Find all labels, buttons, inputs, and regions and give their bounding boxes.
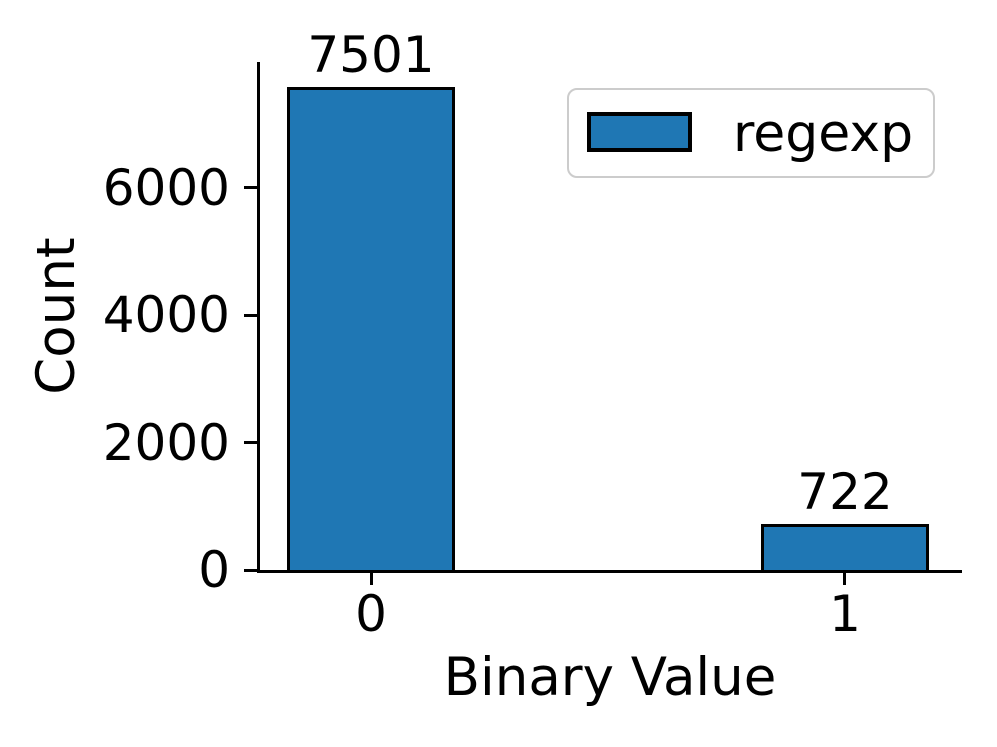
y-tick-label-6000: 6000 xyxy=(102,159,230,217)
legend-swatch-regexp xyxy=(587,112,692,152)
y-tick-mark-4000 xyxy=(244,314,257,317)
y-axis-spine xyxy=(257,62,260,573)
x-axis-spine xyxy=(257,570,962,573)
y-tick-label-0: 0 xyxy=(198,541,230,599)
y-axis-label: Count xyxy=(26,237,87,395)
bar-value-label-1: 722 xyxy=(797,463,893,521)
bar-category-0 xyxy=(287,87,455,573)
y-tick-label-4000: 4000 xyxy=(102,286,230,344)
y-tick-label-2000: 2000 xyxy=(102,414,230,472)
legend-label-regexp: regexp xyxy=(733,104,914,164)
bar-value-label-0: 7501 xyxy=(307,26,435,84)
y-tick-mark-6000 xyxy=(244,186,257,189)
y-tick-mark-0 xyxy=(244,569,257,572)
x-tick-mark-1 xyxy=(843,573,846,585)
y-tick-mark-2000 xyxy=(244,441,257,444)
x-tick-label-0: 0 xyxy=(355,585,387,643)
x-tick-mark-0 xyxy=(370,573,373,585)
bar-category-1 xyxy=(761,524,929,573)
x-tick-label-1: 1 xyxy=(829,585,861,643)
x-axis-label: Binary Value xyxy=(443,647,777,708)
